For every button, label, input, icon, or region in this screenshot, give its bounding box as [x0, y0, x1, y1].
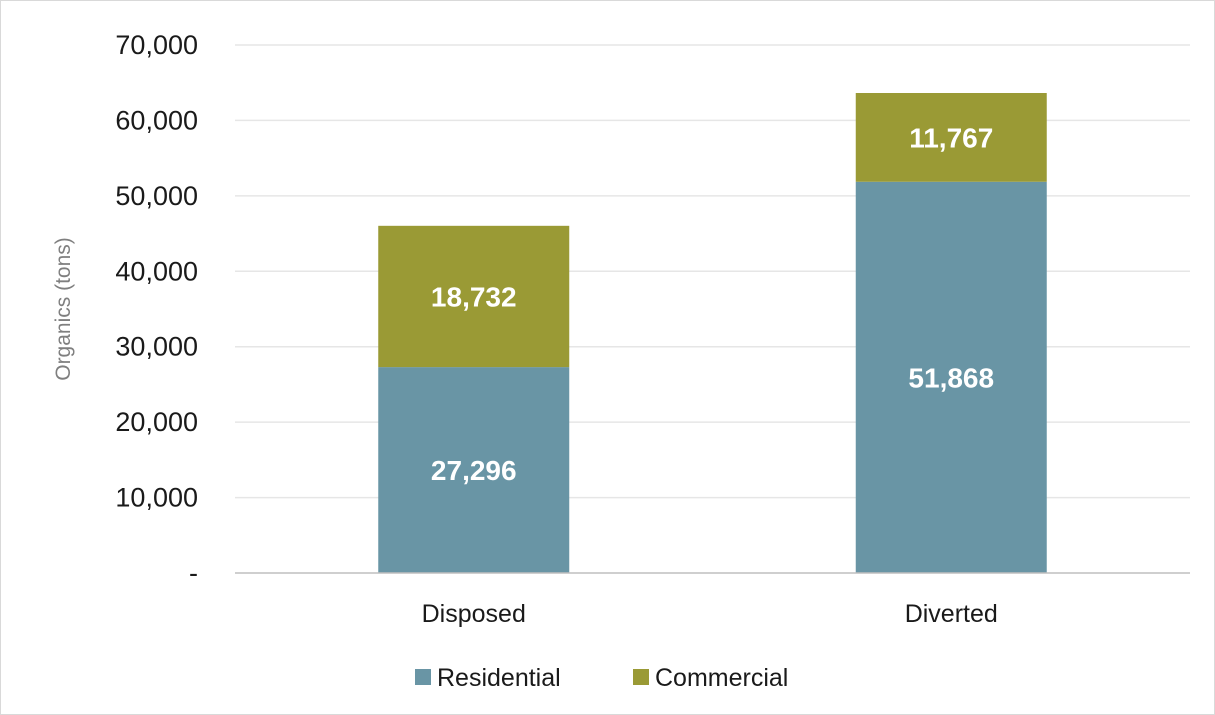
data-label: 11,767	[909, 122, 993, 153]
bar-segment-residential	[378, 367, 570, 573]
y-tick-label: 50,000	[115, 181, 198, 211]
y-tick-label: 30,000	[115, 332, 198, 362]
bars: 27,296 18,732 51,868 11,767	[378, 93, 1047, 573]
y-axis-ticks: - 10,000 20,000 30,000 40,000 50,000 60,000 70,…	[115, 30, 198, 588]
legend: Residential Commercial	[415, 664, 788, 692]
y-tick-label: 70,000	[115, 30, 198, 60]
bar-segment-residential	[855, 181, 1047, 573]
y-tick-label: 10,000	[115, 483, 198, 513]
bar-segment-commercial	[378, 225, 570, 368]
legend-label: Residential	[437, 664, 561, 692]
x-category-label: Diverted	[905, 600, 998, 628]
legend-label: Commercial	[655, 664, 788, 692]
data-label: 51,868	[908, 362, 994, 393]
legend-swatch-commercial	[633, 669, 649, 685]
data-label: 27,296	[431, 455, 517, 486]
y-axis-label: Organics (tons)	[52, 237, 75, 381]
y-tick-label: -	[189, 558, 198, 588]
x-axis-categories: Disposed Diverted	[422, 600, 998, 628]
y-tick-label: 60,000	[115, 105, 198, 135]
y-tick-label: 20,000	[115, 407, 198, 437]
data-label: 18,732	[431, 281, 517, 312]
x-category-label: Disposed	[422, 600, 526, 628]
bar-segment-commercial	[855, 93, 1047, 182]
y-tick-label: 40,000	[115, 256, 198, 286]
legend-swatch-residential	[415, 669, 431, 685]
